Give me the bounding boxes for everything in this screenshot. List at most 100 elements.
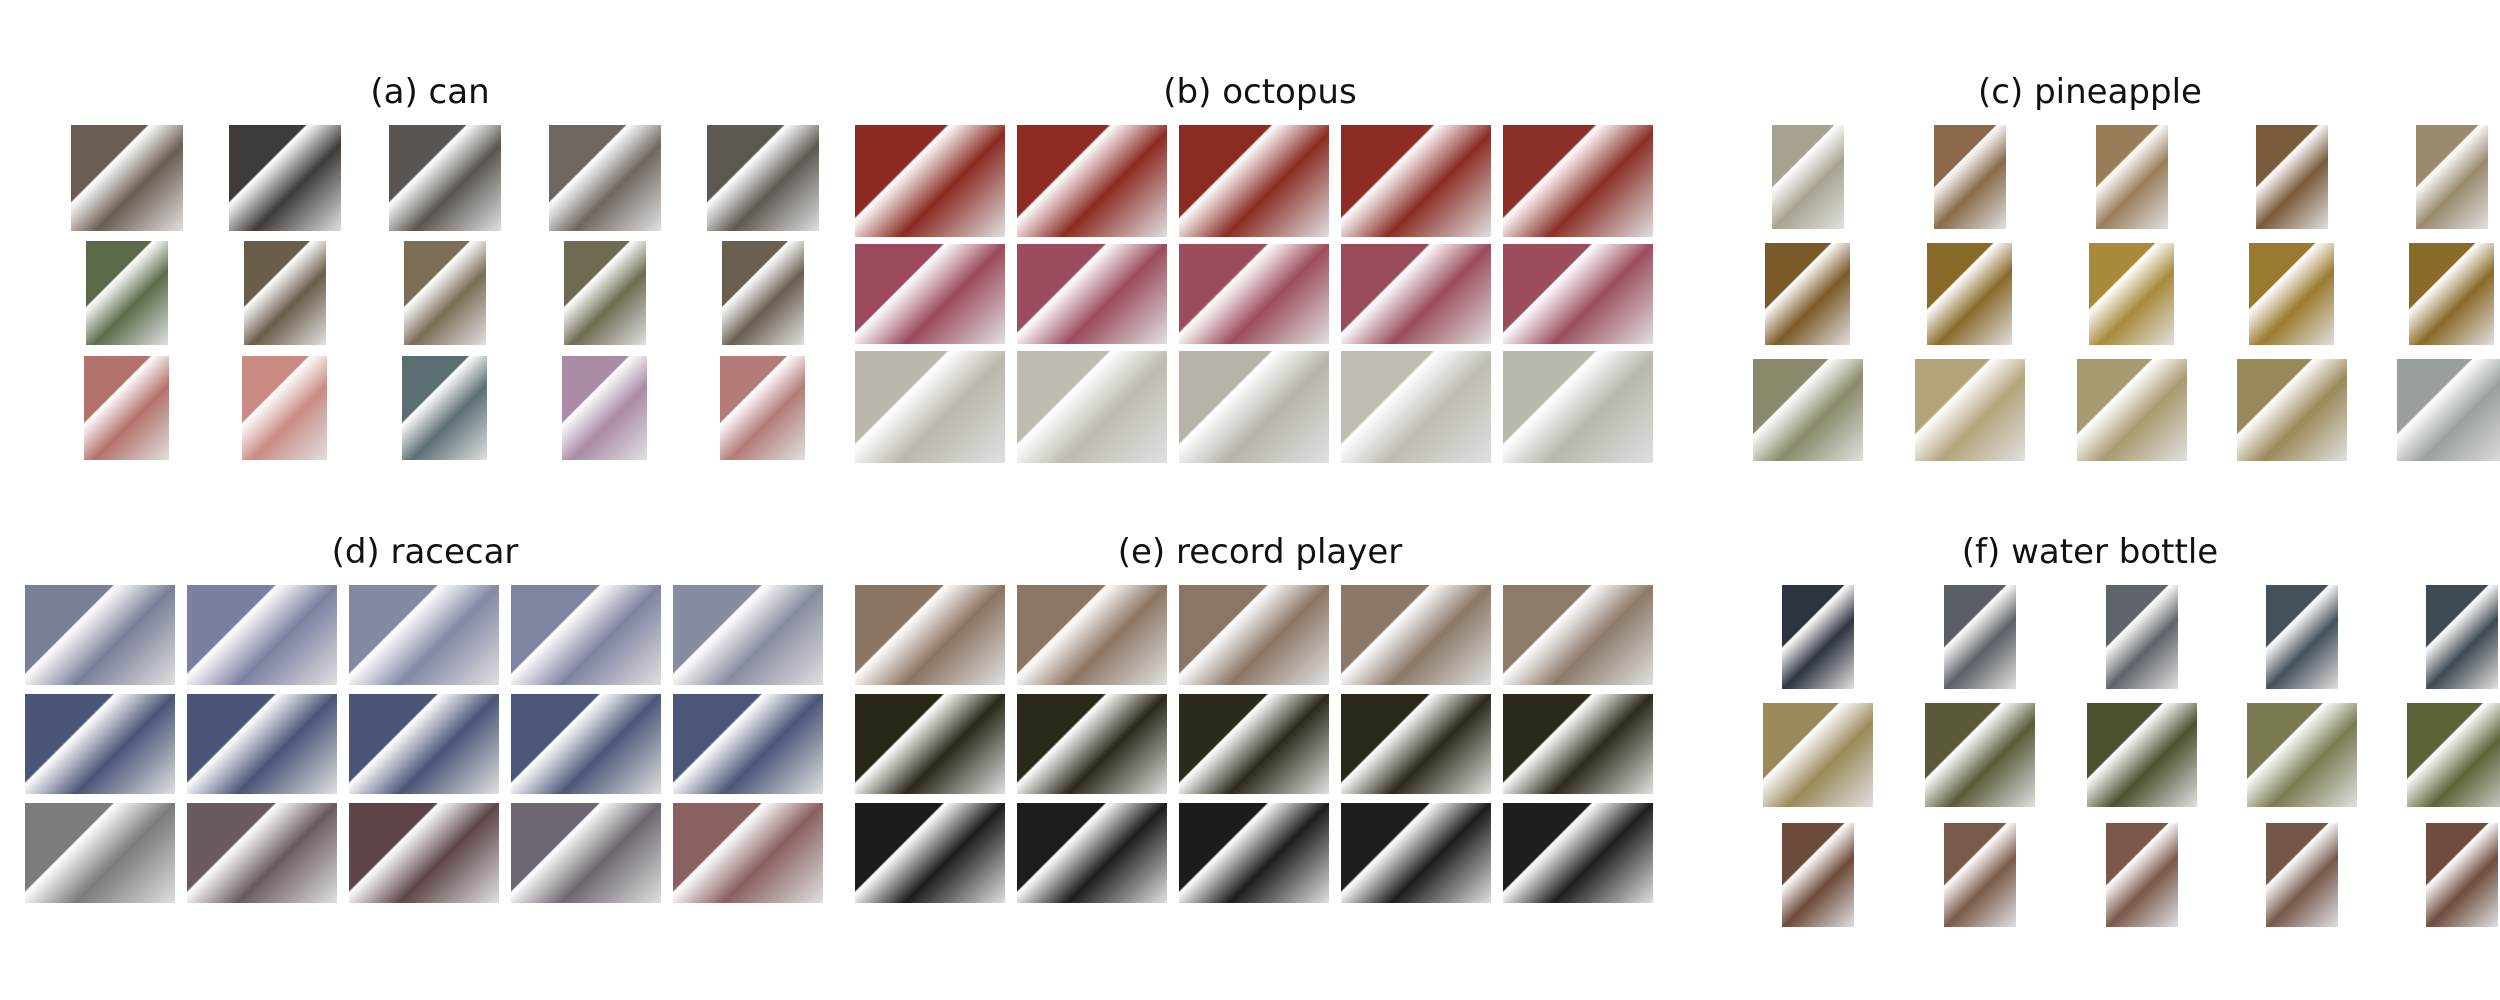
video-frame-thumbnail (2077, 359, 2187, 461)
video-frame-thumbnail (1341, 694, 1491, 794)
video-frame-thumbnail (1179, 585, 1329, 685)
video-frame-thumbnail (511, 803, 661, 903)
video-frame-thumbnail (707, 125, 819, 231)
video-frame-thumbnail (2247, 703, 2357, 807)
video-frame-thumbnail (1341, 244, 1491, 344)
video-frame-thumbnail (549, 125, 661, 231)
video-frame-thumbnail (1503, 125, 1653, 237)
video-frame-thumbnail (1927, 243, 2012, 345)
video-frame-thumbnail (1503, 585, 1653, 685)
video-frame-thumbnail (1763, 703, 1873, 807)
video-frame-thumbnail (187, 585, 337, 685)
video-frame-thumbnail (349, 803, 499, 903)
video-frame-thumbnail (2266, 585, 2338, 689)
video-frame-thumbnail (349, 585, 499, 685)
panel-octopus: (b) octopus (855, 70, 1665, 490)
video-frame-thumbnail (2407, 703, 2500, 807)
video-frame-thumbnail (564, 241, 646, 345)
video-frame-thumbnail (1772, 125, 1844, 229)
video-frame-thumbnail (1944, 585, 2016, 689)
video-frame-thumbnail (562, 356, 647, 460)
video-frame-thumbnail (1341, 351, 1491, 463)
video-frame-thumbnail (187, 694, 337, 794)
video-frame-thumbnail (1017, 585, 1167, 685)
video-frame-thumbnail (2237, 359, 2347, 461)
video-frame-thumbnail (1341, 803, 1491, 903)
video-frame-thumbnail (722, 241, 804, 345)
video-frame-thumbnail (1017, 244, 1167, 344)
panel-can: (a) can (40, 70, 820, 490)
video-frame-thumbnail (1179, 244, 1329, 344)
video-frame-thumbnail (2249, 243, 2334, 345)
panel-racecar: (d) racecar (25, 530, 825, 950)
video-frame-thumbnail (1017, 694, 1167, 794)
video-frame-thumbnail (511, 585, 661, 685)
video-frame-thumbnail (673, 694, 823, 794)
video-frame-thumbnail (25, 803, 175, 903)
video-frame-thumbnail (84, 356, 169, 460)
video-frame-thumbnail (1765, 243, 1850, 345)
video-frame-thumbnail (1017, 125, 1167, 237)
video-frame-thumbnail (1503, 694, 1653, 794)
video-frame-thumbnail (1017, 803, 1167, 903)
panel-title: (f) water bottle (1961, 532, 2219, 572)
video-frame-thumbnail (673, 585, 823, 685)
video-frame-thumbnail (402, 356, 487, 460)
video-frame-thumbnail (855, 585, 1005, 685)
video-frame-thumbnail (1782, 823, 1854, 927)
video-frame-thumbnail (2106, 585, 2178, 689)
video-frame-thumbnail (25, 585, 175, 685)
video-frame-thumbnail (86, 241, 168, 345)
video-frame-thumbnail (389, 125, 501, 231)
video-frame-thumbnail (349, 694, 499, 794)
video-frame-thumbnail (855, 694, 1005, 794)
video-frame-thumbnail (1341, 585, 1491, 685)
panel-title: (a) can (370, 72, 490, 112)
panel-title: (e) record player (1117, 532, 1403, 572)
video-frame-thumbnail (2256, 125, 2328, 229)
video-frame-thumbnail (404, 241, 486, 345)
video-frame-thumbnail (1925, 703, 2035, 807)
video-frame-thumbnail (2106, 823, 2178, 927)
video-frame-thumbnail (855, 803, 1005, 903)
video-frame-thumbnail (71, 125, 183, 231)
video-frame-thumbnail (2409, 243, 2494, 345)
video-frame-thumbnail (1944, 823, 2016, 927)
panel-pineapple: (c) pineapple (1705, 70, 2500, 490)
panel-title: (b) octopus (1163, 72, 1357, 112)
video-frame-thumbnail (2266, 823, 2338, 927)
video-frame-thumbnail (2426, 585, 2498, 689)
panel-title: (c) pineapple (1978, 72, 2202, 112)
video-frame-thumbnail (229, 125, 341, 231)
video-frame-thumbnail (720, 356, 805, 460)
video-frame-thumbnail (2089, 243, 2174, 345)
video-frame-thumbnail (2416, 125, 2488, 229)
video-frame-thumbnail (2096, 125, 2168, 229)
video-frame-thumbnail (1503, 803, 1653, 903)
video-frame-thumbnail (1782, 585, 1854, 689)
panel-record-player: (e) record player (855, 530, 1665, 950)
video-frame-thumbnail (1179, 125, 1329, 237)
video-frame-thumbnail (1503, 351, 1653, 463)
video-frame-thumbnail (1179, 803, 1329, 903)
video-frame-thumbnail (855, 244, 1005, 344)
video-frame-thumbnail (2087, 703, 2197, 807)
panel-water-bottle: (f) water bottle (1705, 530, 2500, 950)
video-frame-thumbnail (1934, 125, 2006, 229)
video-frame-thumbnail (1753, 359, 1863, 461)
video-frame-thumbnail (25, 694, 175, 794)
video-frame-thumbnail (855, 125, 1005, 237)
panel-title: (d) racecar (331, 532, 519, 572)
video-frame-thumbnail (1915, 359, 2025, 461)
video-frame-thumbnail (187, 803, 337, 903)
video-frame-thumbnail (1179, 351, 1329, 463)
video-frame-thumbnail (2426, 823, 2498, 927)
video-frame-thumbnail (1017, 351, 1167, 463)
video-frame-thumbnail (511, 694, 661, 794)
video-frame-thumbnail (855, 351, 1005, 463)
video-frame-thumbnail (1341, 125, 1491, 237)
video-frame-thumbnail (242, 356, 327, 460)
video-frame-thumbnail (244, 241, 326, 345)
video-frame-thumbnail (673, 803, 823, 903)
video-frame-thumbnail (1179, 694, 1329, 794)
